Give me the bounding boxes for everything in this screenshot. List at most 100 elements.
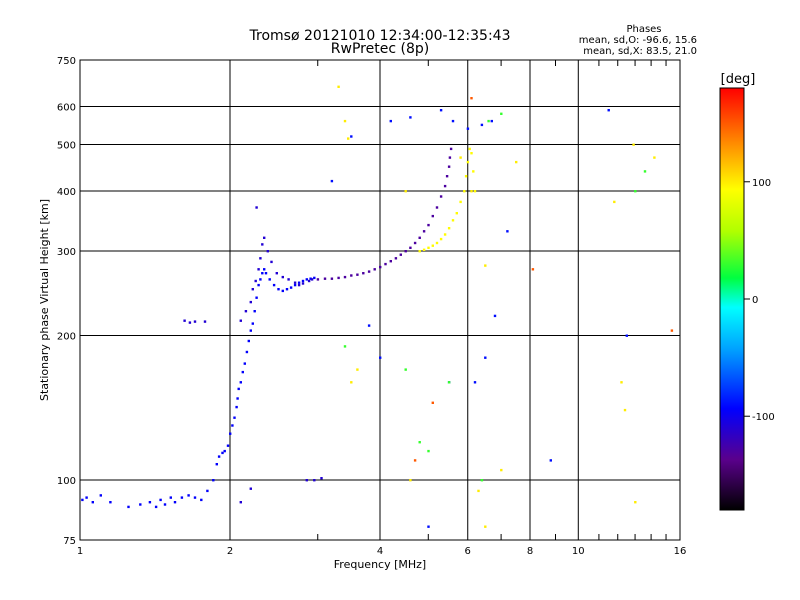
data-point <box>447 381 451 384</box>
data-point <box>463 190 466 193</box>
y-tick-label: 300 <box>57 247 76 258</box>
data-point <box>307 279 311 283</box>
data-point <box>305 278 308 281</box>
data-point <box>470 97 473 100</box>
data-point <box>362 272 365 275</box>
data-point <box>235 405 238 409</box>
data-point <box>473 381 477 384</box>
data-point <box>443 184 447 188</box>
data-point <box>404 250 407 253</box>
data-point <box>85 496 88 499</box>
data-point <box>330 179 334 183</box>
data-point <box>439 109 443 112</box>
chart-title: Tromsø 20121010 12:34:00-12:35:43 <box>249 28 511 44</box>
data-point <box>394 257 398 260</box>
data-point <box>477 489 480 493</box>
data-point <box>468 147 471 151</box>
data-point <box>309 277 312 280</box>
data-point <box>418 441 421 444</box>
data-point <box>275 272 278 275</box>
data-point <box>389 260 392 263</box>
data-point <box>439 195 443 198</box>
data-point <box>549 459 552 462</box>
data-point <box>451 219 455 222</box>
data-point <box>266 250 269 253</box>
data-point <box>180 496 184 499</box>
data-points <box>81 85 674 528</box>
data-point <box>613 200 616 204</box>
legend-line-x: mean, sd,X: 83.5, 21.0 <box>583 46 697 57</box>
data-point <box>245 350 249 354</box>
x-tick-label: 8 <box>527 546 533 557</box>
data-point <box>484 525 487 528</box>
data-point <box>343 275 347 279</box>
data-point <box>305 479 308 482</box>
data-point <box>239 501 242 504</box>
colorbar <box>719 87 745 511</box>
data-point <box>154 505 158 509</box>
legend-heading: Phases <box>626 24 661 35</box>
data-point <box>249 487 252 490</box>
data-point <box>285 288 289 291</box>
data-point <box>313 479 316 482</box>
data-point <box>418 236 421 239</box>
data-point <box>653 156 656 159</box>
data-point <box>634 501 637 504</box>
data-point <box>226 444 230 447</box>
data-point <box>263 268 266 271</box>
data-point <box>409 116 412 119</box>
data-point <box>447 165 451 168</box>
data-point <box>91 501 94 504</box>
data-point <box>281 289 284 293</box>
data-point <box>367 324 371 327</box>
data-point <box>399 253 402 256</box>
data-point <box>259 257 262 260</box>
data-point <box>337 276 340 280</box>
data-point <box>281 275 284 279</box>
data-point <box>515 160 518 164</box>
data-point <box>212 479 215 482</box>
data-point <box>343 345 347 348</box>
data-point <box>188 321 192 324</box>
data-point <box>297 283 301 287</box>
data-point <box>413 241 417 245</box>
data-point <box>607 109 610 112</box>
data-point <box>379 265 382 269</box>
data-point <box>337 85 340 88</box>
data-point <box>418 250 421 253</box>
data-point <box>293 283 297 287</box>
data-point <box>431 401 434 404</box>
data-point <box>316 278 320 281</box>
data-point <box>470 152 473 155</box>
data-point <box>473 190 477 193</box>
data-point <box>241 370 244 374</box>
data-point <box>455 212 458 215</box>
data-point <box>254 279 257 283</box>
data-point <box>247 339 250 343</box>
data-point <box>223 449 226 453</box>
data-point <box>193 320 197 323</box>
x-tick-label: 10 <box>572 546 585 557</box>
data-point <box>500 112 503 115</box>
data-point <box>229 432 232 435</box>
data-point <box>500 468 503 472</box>
data-point <box>350 274 353 277</box>
data-point <box>409 246 412 249</box>
data-point <box>320 477 323 480</box>
axis-ticks: 1 2 4 6 8 10 16 75 100 200 300 400 500 600 750 <box>57 56 686 557</box>
data-point <box>330 277 334 280</box>
x-tick-label: 16 <box>674 546 687 557</box>
data-point <box>217 455 221 458</box>
data-point <box>206 489 209 493</box>
data-point <box>272 283 276 287</box>
data-point <box>404 368 407 371</box>
data-point <box>373 268 376 271</box>
data-point <box>634 190 637 193</box>
data-point <box>239 381 242 384</box>
data-point <box>287 278 290 281</box>
data-point <box>236 397 239 400</box>
data-point <box>431 214 434 218</box>
data-point <box>169 496 172 499</box>
legend-line-o: mean, sd,O: -96.6, 15.6 <box>579 35 697 46</box>
